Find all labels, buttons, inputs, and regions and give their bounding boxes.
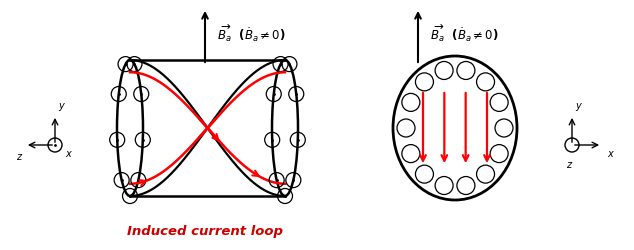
Text: Induced current loop: Induced current loop bbox=[127, 224, 283, 237]
Text: $y$: $y$ bbox=[58, 100, 66, 112]
Text: $z$: $z$ bbox=[566, 159, 574, 169]
Text: $\overrightarrow{B_a}$  ($\dot{B}_a \neq 0$): $\overrightarrow{B_a}$ ($\dot{B}_a \neq … bbox=[430, 22, 499, 44]
Text: $z$: $z$ bbox=[16, 152, 23, 161]
Text: $x$: $x$ bbox=[65, 148, 73, 158]
Text: $\overrightarrow{B_a}$  ($\dot{B}_a \neq 0$): $\overrightarrow{B_a}$ ($\dot{B}_a \neq … bbox=[217, 22, 286, 44]
Text: $x$: $x$ bbox=[607, 148, 615, 158]
Text: $y$: $y$ bbox=[575, 100, 583, 112]
